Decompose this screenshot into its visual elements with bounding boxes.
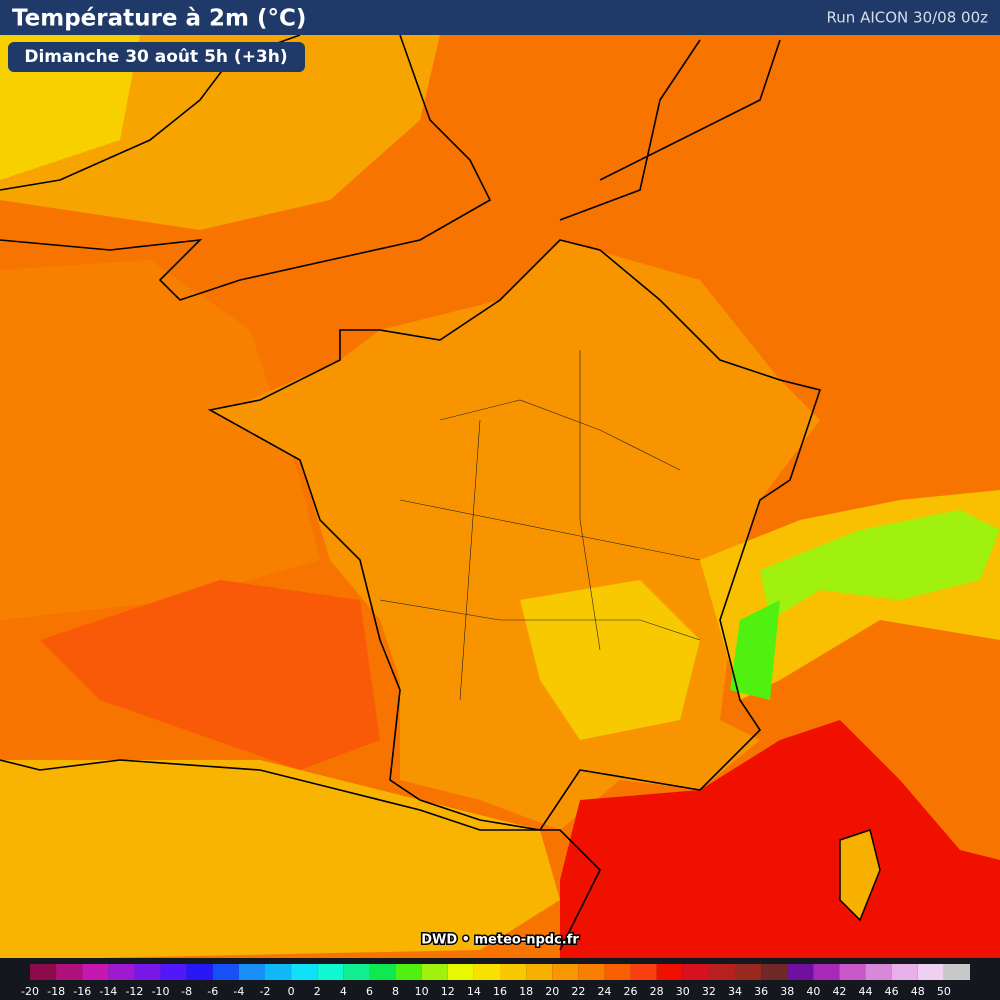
legend-swatch	[891, 964, 918, 980]
map	[0, 34, 1000, 960]
subtitle: Dimanche 30 août 5h (+3h)	[24, 47, 287, 67]
temp-area	[560, 720, 1000, 960]
legend-label: 44	[859, 985, 873, 998]
legend-label: 22	[571, 985, 585, 998]
legend-label: 6	[366, 985, 373, 998]
legend-label: 50	[937, 985, 951, 998]
legend-swatch	[395, 964, 422, 980]
legend-swatch	[238, 964, 265, 980]
legend-label: 24	[597, 985, 611, 998]
legend-swatch	[473, 964, 500, 980]
legend-swatch	[343, 964, 370, 980]
legend-label: 2	[314, 985, 321, 998]
legend-swatch	[421, 964, 448, 980]
legend-label: -16	[73, 985, 91, 998]
legend-swatch	[735, 964, 762, 980]
legend-swatch	[82, 964, 109, 980]
legend-swatch	[682, 964, 709, 980]
legend-label: -20	[21, 985, 39, 998]
legend-label: -10	[152, 985, 170, 998]
legend-label: -12	[125, 985, 143, 998]
title: Température à 2m (°C)	[12, 6, 306, 32]
temp-area	[730, 600, 780, 700]
legend-swatch	[369, 964, 396, 980]
legend-label: 36	[754, 985, 768, 998]
legend-label: 16	[493, 985, 507, 998]
legend-swatch	[291, 964, 318, 980]
legend-swatch	[813, 964, 840, 980]
legend-label: 10	[415, 985, 429, 998]
legend-swatch	[865, 964, 892, 980]
legend-swatch	[500, 964, 527, 980]
coastline	[0, 759, 601, 951]
legend-label: 48	[911, 985, 925, 998]
credit: DWD • meteo-npdc.fr	[421, 933, 579, 948]
legend-swatch	[552, 964, 579, 980]
legend-swatch	[317, 964, 344, 980]
legend-swatch	[30, 964, 57, 980]
legend-label: 28	[650, 985, 664, 998]
legend-swatch	[656, 964, 683, 980]
legend-swatch	[447, 964, 474, 980]
legend-swatch	[212, 964, 239, 980]
legend-label: 12	[441, 985, 455, 998]
legend-swatch	[839, 964, 866, 980]
legend-label: -4	[233, 985, 244, 998]
legend-label: 8	[392, 985, 399, 998]
legend-label: 18	[519, 985, 533, 998]
legend-swatch	[526, 964, 553, 980]
legend-label: 32	[702, 985, 716, 998]
corsica	[839, 829, 881, 922]
coastline	[207, 239, 822, 831]
legend-label: 34	[728, 985, 742, 998]
legend-swatch	[160, 964, 187, 980]
legend-label: -14	[99, 985, 117, 998]
legend-swatch	[578, 964, 605, 980]
legend-swatch	[108, 964, 135, 980]
temp-area	[760, 510, 1000, 620]
legend-label: 40	[806, 985, 820, 998]
legend-swatch	[787, 964, 814, 980]
legend-label: 30	[676, 985, 690, 998]
legend-label: -6	[207, 985, 218, 998]
legend-swatch	[265, 964, 292, 980]
legend-label: 20	[545, 985, 559, 998]
run-info: Run AICON 30/08 00z	[827, 9, 989, 27]
legend-swatch	[134, 964, 161, 980]
legend-swatch	[708, 964, 735, 980]
legend-label: -18	[47, 985, 65, 998]
legend-swatch	[917, 964, 944, 980]
legend-label: 46	[885, 985, 899, 998]
legend-swatch	[56, 964, 83, 980]
legend-label: 0	[288, 985, 295, 998]
title-bar	[0, 0, 1000, 35]
legend-swatch	[630, 964, 657, 980]
legend-label: 14	[467, 985, 481, 998]
legend-label: -2	[260, 985, 271, 998]
legend-label: 4	[340, 985, 347, 998]
legend-label: 38	[780, 985, 794, 998]
legend-label: 26	[624, 985, 638, 998]
legend-swatch	[186, 964, 213, 980]
coastline	[559, 39, 781, 221]
boundary	[379, 350, 701, 701]
legend: -20 -18 -16 -14 -12 -10 -8 -6 -4 -2 0 2 4 6 8 10 12 14 16 1…	[21, 964, 970, 998]
legend-swatch	[604, 964, 631, 980]
legend-label: 42	[832, 985, 846, 998]
temp-area	[40, 580, 380, 770]
subtitle-badge	[8, 42, 305, 72]
temp-area	[0, 260, 320, 620]
legend-swatch	[761, 964, 788, 980]
legend-swatch	[943, 964, 970, 980]
legend-label: -8	[181, 985, 192, 998]
